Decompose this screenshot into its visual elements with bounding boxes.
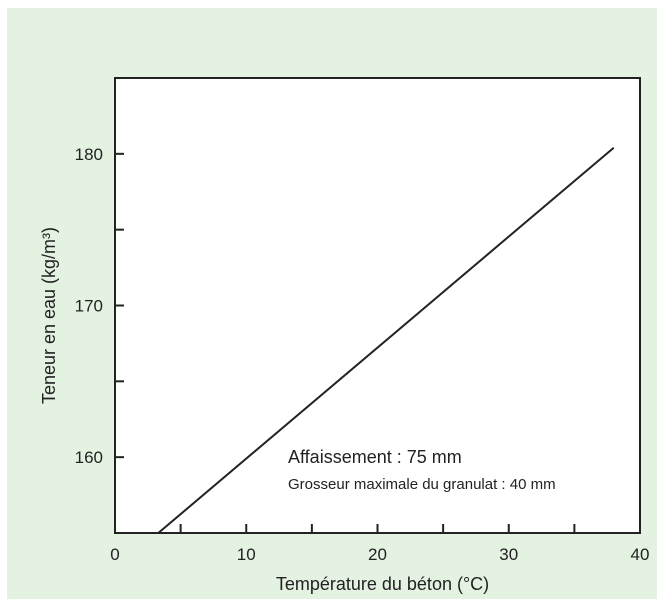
annotation-slump: Affaissement : 75 mm — [288, 447, 462, 467]
plot-area — [114, 77, 641, 534]
series-line — [157, 147, 615, 534]
y-tick-labels: 160 170 180 — [75, 145, 103, 467]
x-tick-label: 30 — [499, 545, 518, 564]
minor-ticks — [115, 152, 576, 533]
x-tick-label: 10 — [237, 545, 256, 564]
y-axis-label: Teneur en eau (kg/m³) — [39, 227, 59, 404]
x-tick-label: 20 — [368, 545, 387, 564]
y-tick-label: 180 — [75, 145, 103, 164]
y-tick-label: 160 — [75, 448, 103, 467]
x-tick-labels: 0 10 20 30 40 — [110, 545, 649, 564]
annotation-aggregate-size: Grosseur maximale du granulat : 40 mm — [288, 476, 556, 493]
x-tick-label: 0 — [110, 545, 119, 564]
x-tick-label: 40 — [631, 545, 650, 564]
series-group — [157, 147, 615, 534]
x-axis-label: Température du béton (°C) — [276, 574, 489, 594]
y-tick-label: 170 — [75, 297, 103, 316]
